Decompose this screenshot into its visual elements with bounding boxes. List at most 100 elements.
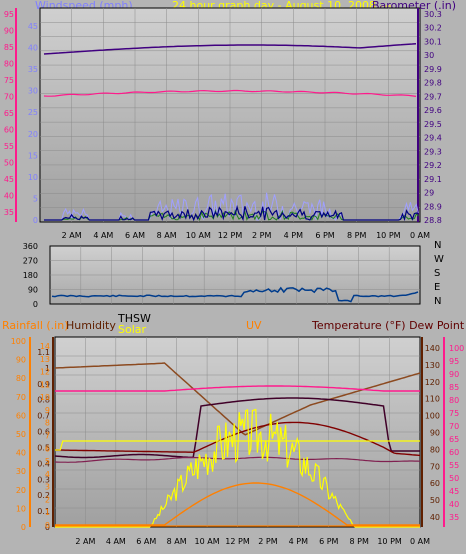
- barometer-tick: 29.3: [424, 147, 442, 156]
- humidity-tick: 40: [16, 449, 26, 458]
- barometer-tick: 29: [424, 189, 434, 198]
- wind-speed-tick: 0: [33, 216, 38, 225]
- time-tick-label: 4 AM: [106, 537, 126, 546]
- uv-tick: 10: [40, 393, 50, 402]
- compass-s: S: [434, 268, 441, 279]
- rain-tick: 0.8: [37, 396, 50, 405]
- solar-flat-line: [55, 440, 420, 451]
- temp-b-tick: 65: [449, 435, 459, 444]
- humidity-tick: 0: [21, 523, 26, 532]
- time-tick-label: 8 PM: [349, 537, 368, 546]
- time-tick-label: 0 AM: [410, 537, 430, 546]
- barometer-tick: 29.7: [424, 92, 442, 101]
- temp-b-tick: 40: [449, 500, 459, 509]
- barometer-tick: 29.9: [424, 65, 442, 74]
- humidity-tick: 30: [16, 467, 26, 476]
- dewpoint-line: [55, 385, 420, 392]
- barometer-tick: 30.1: [424, 37, 442, 46]
- time-tick-label: 8 PM: [347, 231, 366, 240]
- temp-b-tick: 90: [449, 370, 459, 379]
- solar-label: Solar: [118, 323, 147, 336]
- time-tick-label: 10 AM: [186, 231, 211, 240]
- wind-pink-tick: 60: [4, 126, 14, 135]
- rainfall-label: Rainfall (.in): [2, 319, 69, 332]
- compass-w: W: [434, 254, 444, 265]
- time-tick-label: 2 AM: [75, 537, 95, 546]
- uv-tick: 3: [45, 483, 50, 492]
- temp-b-tick: 45: [449, 487, 459, 496]
- uv-tick: 2: [45, 495, 50, 504]
- temperature-line: [55, 421, 421, 457]
- wind-speed-tick: 5: [33, 194, 38, 203]
- wind-pink-tick: 95: [4, 10, 14, 19]
- temp-a-tick: 120: [425, 378, 440, 387]
- time-tick-label: 6 AM: [125, 231, 145, 240]
- top-chart: 9590858075706560555045403545403530252015…: [4, 7, 442, 240]
- barometer-tick: 29.6: [424, 106, 442, 115]
- time-tick-label: 10 AM: [195, 537, 220, 546]
- time-tick-label: 10 PM: [377, 537, 402, 546]
- wind-speed-tick: 35: [28, 65, 38, 74]
- rain-tick: 1: [45, 364, 50, 373]
- direction-chart: 360 270 180 90 0: [23, 242, 421, 309]
- wind-pink-tick: 55: [4, 142, 14, 151]
- wind-speed-tick: 40: [28, 44, 38, 53]
- direction-tick: 90: [28, 286, 38, 295]
- rain-tick: 0.5: [37, 443, 50, 452]
- rain-tick: 0.7: [37, 412, 50, 421]
- thsw-label: THSW: [118, 312, 151, 325]
- humidity-label: Humidity: [66, 319, 116, 332]
- temp-a-tick: 40: [430, 513, 440, 522]
- temp-b-tick: 55: [449, 461, 459, 470]
- barometer-tick: 30.2: [424, 24, 442, 33]
- uv-tick: 11: [40, 380, 50, 389]
- wind-pink-tick: 50: [4, 159, 14, 168]
- time-tick-label: 6 PM: [315, 231, 334, 240]
- temp-b-tick: 85: [449, 383, 459, 392]
- compass-n-bottom: N: [434, 296, 442, 307]
- barometer-tick: 29.4: [424, 134, 442, 143]
- wind-speed-tick: 20: [28, 130, 38, 139]
- rain-tick: 0.6: [37, 428, 50, 437]
- temp-b-tick: 75: [449, 409, 459, 418]
- temp-b-tick: 60: [449, 448, 459, 457]
- uv-tick: 4: [45, 470, 50, 479]
- temp-b-tick: 100: [449, 344, 464, 353]
- wind-speed-tick: 25: [28, 108, 38, 117]
- rain-tick: 0.2: [37, 491, 50, 500]
- barometer-tick: 30.3: [424, 10, 442, 19]
- rain-tick: 0.9: [37, 380, 50, 389]
- temp-b-tick: 50: [449, 474, 459, 483]
- humidity-tick: 70: [16, 393, 26, 402]
- time-tick-label: 12 PM: [218, 231, 243, 240]
- solar-line: [55, 408, 420, 528]
- wind-pink-tick: 85: [4, 43, 14, 52]
- barometer-tick: 29.1: [424, 175, 442, 184]
- time-tick-label: 4 PM: [289, 537, 308, 546]
- wind-speed-tick: 15: [28, 151, 38, 160]
- time-tick-label: 6 AM: [136, 537, 156, 546]
- time-tick-label: 12 PM: [225, 537, 250, 546]
- uv-line: [55, 482, 420, 526]
- time-tick-label: 4 PM: [284, 231, 303, 240]
- direction-tick: 270: [23, 257, 38, 266]
- wind-pink-tick: 40: [4, 192, 14, 201]
- barometer-tick: 29.5: [424, 120, 442, 129]
- direction-tick: 0: [33, 300, 38, 309]
- temp-a-tick: 110: [425, 395, 440, 404]
- wind-pink-tick: 65: [4, 109, 14, 118]
- barometer-tick: 28.8: [424, 216, 442, 225]
- lower-panel: Rainfall (.in) Humidity THSW Solar UV Te…: [0, 310, 466, 554]
- wind-pink-tick: 75: [4, 76, 14, 85]
- humidity-tick: 80: [16, 374, 26, 383]
- time-tick-label: 2 PM: [252, 231, 271, 240]
- direction-tick: 360: [23, 242, 38, 251]
- time-tick-label: 0 AM: [410, 231, 430, 240]
- temp-a-tick: 130: [425, 361, 440, 370]
- temperature-label: Temperature (°F) Dew Point (°F): [312, 319, 466, 332]
- uv-tick: 0: [45, 521, 50, 530]
- temp-a-tick: 60: [430, 479, 440, 488]
- time-tick-label: 6 PM: [319, 537, 338, 546]
- rain-tick: 0: [45, 523, 50, 532]
- temp-a-tick: 100: [425, 412, 440, 421]
